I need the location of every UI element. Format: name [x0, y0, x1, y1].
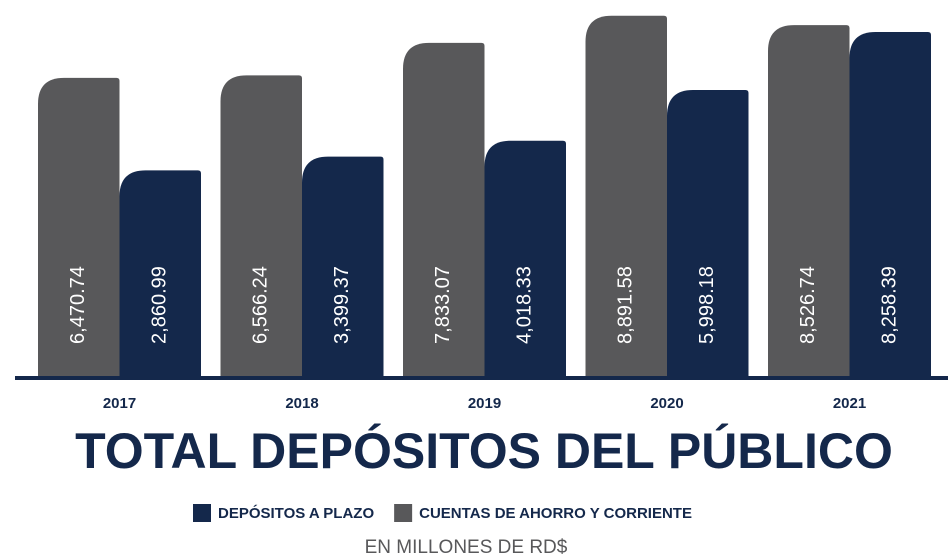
- legend-label: CUENTAS DE AHORRO Y CORRIENTE: [419, 505, 692, 522]
- baseline: [15, 376, 948, 380]
- value-label: 3,399.37: [331, 266, 353, 344]
- value-label: 8,891.58: [615, 266, 637, 344]
- bar: [119, 170, 201, 377]
- legend-label: DEPÓSITOS A PLAZO: [218, 504, 374, 522]
- value-label: 8,526.74: [797, 266, 819, 344]
- value-label: 4,018.33: [514, 266, 536, 344]
- legend-swatch: [193, 504, 211, 522]
- bar: [302, 156, 384, 377]
- bar: [220, 75, 302, 377]
- chart-title: TOTAL DEPÓSITOS DEL PÚBLICO: [75, 423, 893, 479]
- value-label: 5,998.18: [696, 266, 718, 344]
- value-label: 6,566.24: [250, 266, 272, 344]
- value-label: 7,833.07: [432, 266, 454, 344]
- value-label: 6,470.74: [67, 266, 89, 344]
- x-tick-label: 2019: [468, 395, 501, 412]
- bar: [585, 15, 667, 378]
- legend-swatch: [394, 504, 413, 522]
- x-tick-label: 2021: [833, 395, 866, 412]
- value-label: 8,258.39: [879, 266, 901, 344]
- chart-subtitle: EN MILLONES DE RD$: [365, 537, 568, 558]
- x-tick-label: 2018: [285, 395, 318, 412]
- bar: [38, 77, 120, 378]
- x-tick-label: 2020: [650, 395, 683, 412]
- bar: [768, 25, 850, 377]
- bar: [403, 42, 485, 378]
- bar: [849, 32, 931, 377]
- x-tick-label: 2017: [103, 395, 136, 412]
- value-label: 2,860.99: [149, 266, 171, 344]
- bar: [667, 89, 749, 377]
- bar: [484, 140, 566, 377]
